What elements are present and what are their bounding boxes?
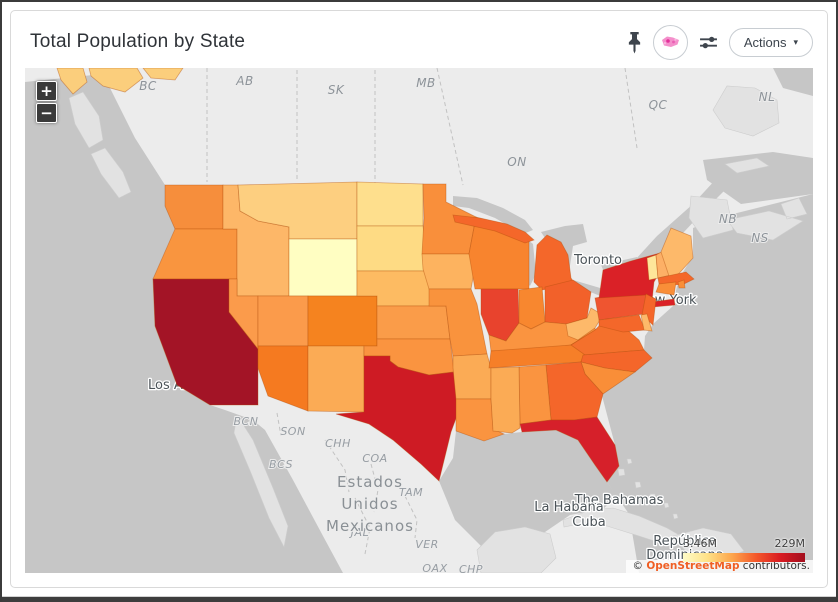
state-DE[interactable] (640, 313, 653, 332)
panel-title: Total Population by State (30, 31, 246, 52)
map-attribution: © OpenStreetMap contributors. (625, 560, 813, 573)
state-UT[interactable] (257, 295, 309, 347)
region-label: QC (649, 98, 668, 112)
region-label: NS (751, 231, 769, 245)
state-WA[interactable] (164, 184, 224, 230)
actions-button[interactable]: Actions ▾ (728, 27, 813, 57)
basemap-water (773, 68, 813, 96)
basemap-water (439, 413, 617, 546)
region-label: BCN (234, 415, 259, 428)
region-label: VER (415, 538, 439, 551)
region-label: MB (416, 76, 436, 90)
city-label: República (653, 534, 717, 549)
region-label: AB (235, 74, 253, 88)
region-label: CHP (459, 563, 483, 573)
basemap-island (726, 197, 808, 241)
basemap-water (601, 194, 813, 573)
region-label: JAL (349, 526, 369, 539)
city-label: The Bahamas (574, 493, 664, 508)
state-SD[interactable] (356, 225, 429, 272)
panel-header: Total Population by State (11, 11, 827, 68)
state-ND[interactable] (356, 181, 424, 227)
state-RI[interactable] (677, 279, 686, 289)
city-label: Cuba (572, 515, 606, 530)
zoom-out-button[interactable]: − (36, 103, 57, 123)
state-CO[interactable] (307, 295, 378, 347)
city-label: Toronto (573, 253, 622, 268)
attribution-copyright: © (632, 560, 647, 572)
basemap-water (573, 280, 607, 297)
country-label: Unidos (341, 495, 398, 513)
legend-labels: 3.46M 229M (683, 537, 805, 550)
state-FL[interactable] (519, 416, 620, 483)
state-AR[interactable] (452, 353, 492, 400)
filters-button[interactable] (697, 32, 720, 53)
basemap-island (68, 91, 104, 149)
sliders-icon (699, 36, 717, 48)
legend-min-label: 3.46M (683, 537, 717, 550)
basemap-island (476, 526, 557, 573)
state-WY[interactable] (288, 238, 358, 297)
admin-border (354, 497, 371, 555)
basemap-island (712, 85, 780, 137)
admin-border (404, 495, 418, 539)
region-label: TAM (399, 486, 423, 499)
legend-max-label: 229M (774, 537, 806, 550)
pin-icon (628, 31, 640, 53)
country-label: Estados (337, 473, 403, 491)
basemap-island (90, 147, 132, 199)
admin-border (436, 68, 464, 186)
basemap-island (724, 157, 770, 174)
state-MS[interactable] (490, 366, 521, 434)
region-label: CHH (325, 437, 351, 450)
pin-button[interactable] (625, 29, 644, 56)
state-TX[interactable] (335, 355, 459, 482)
state-MA[interactable] (657, 271, 695, 286)
state-KS[interactable] (376, 305, 451, 340)
basemap-water (25, 74, 343, 573)
state-MD[interactable] (598, 314, 646, 333)
attribution-suffix: contributors. (739, 560, 810, 572)
state-MI[interactable] (452, 214, 576, 291)
region-label: SK (328, 83, 345, 97)
state-CT[interactable] (655, 281, 677, 296)
viz-type-button[interactable] (652, 24, 688, 60)
osm-link[interactable]: OpenStreetMap (646, 560, 740, 572)
state-IN[interactable] (518, 286, 546, 330)
basemap-water (453, 196, 533, 234)
region-label: BC (139, 79, 157, 93)
choropleth-map-icon (661, 36, 679, 47)
region-label: BCS (269, 458, 293, 471)
admin-border (276, 412, 282, 437)
zoom-in-button[interactable]: + (36, 81, 57, 101)
state-AK[interactable] (56, 68, 184, 95)
dashboard-panel: Total Population by State (10, 10, 828, 588)
state-IA[interactable] (421, 253, 476, 290)
map-zoom-controls: + − (36, 81, 57, 123)
chevron-down-icon: ▾ (793, 36, 798, 47)
region-label: SON (280, 425, 305, 438)
region-label: ON (507, 155, 526, 169)
window-bottom-edge (0, 596, 838, 602)
map-legend: 3.46M 229M (683, 537, 805, 562)
country-label: Mexicanos (326, 517, 414, 535)
basemap-island (233, 414, 289, 548)
actions-label: Actions (743, 34, 787, 50)
region-label: OAX (422, 562, 447, 573)
basemap-island (617, 458, 679, 520)
basemap-island (688, 195, 734, 239)
state-NM[interactable] (307, 345, 365, 413)
region-label: NB (719, 212, 737, 226)
legend-gradient-bar (683, 553, 805, 562)
city-label: La Habana (534, 500, 604, 515)
admin-border (324, 439, 350, 493)
region-label: NL (759, 90, 776, 104)
state-AZ[interactable] (257, 345, 309, 412)
panel-toolbar: Actions ▾ (625, 24, 813, 60)
admin-border (370, 463, 379, 513)
state-AL[interactable] (518, 364, 552, 425)
region-label: COA (362, 452, 387, 465)
